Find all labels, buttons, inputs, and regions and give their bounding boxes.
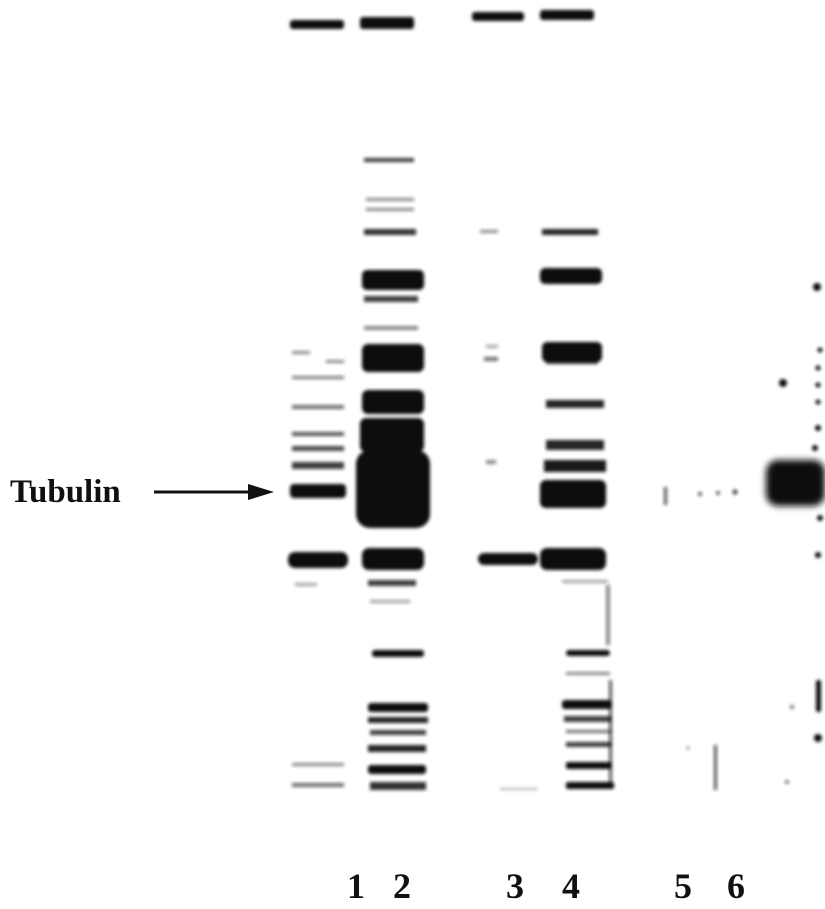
lane-number-1: 1 bbox=[347, 866, 365, 906]
tubulin-label: Tubulin bbox=[10, 474, 121, 510]
lane-3-bands bbox=[472, 12, 538, 790]
tubulin-arrow bbox=[154, 484, 274, 500]
lane-number-5: 5 bbox=[674, 866, 692, 906]
marker-lane-bands bbox=[766, 283, 825, 784]
lane-number-6: 6 bbox=[727, 866, 745, 906]
lane-4-bands bbox=[540, 10, 614, 789]
lane-2-bands bbox=[356, 17, 430, 790]
lane-number-3: 3 bbox=[506, 866, 524, 906]
lane-5-6-marks bbox=[664, 487, 738, 790]
lane-number-2: 2 bbox=[393, 866, 411, 906]
lane-1-bands bbox=[288, 20, 348, 787]
lane-number-4: 4 bbox=[562, 866, 580, 906]
